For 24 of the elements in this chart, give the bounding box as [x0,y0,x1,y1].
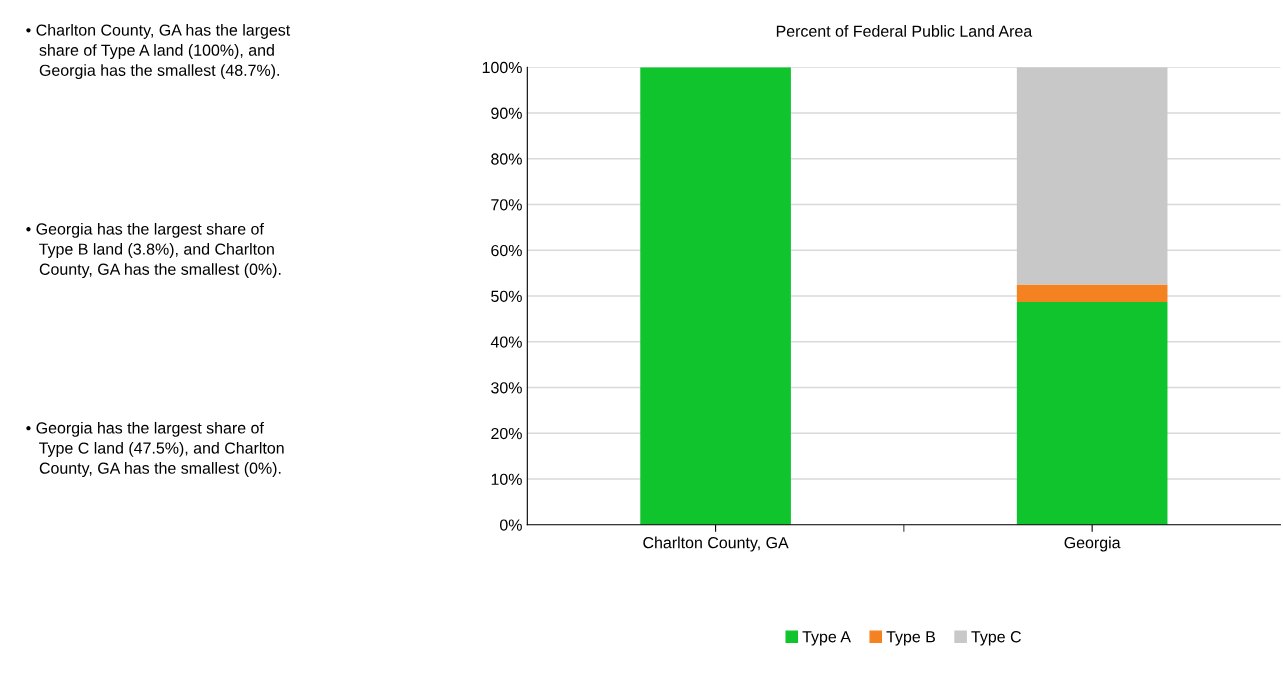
y-tick-label: 80% [491,153,522,165]
y-tick-label: 20% [491,427,522,440]
y-tick-label: 100% [482,61,522,74]
y-tick-label: 40% [490,336,522,348]
y-tick-label: 0% [499,519,522,531]
bar [1016,67,1168,285]
x-tick-label: Charlton County, GA [643,536,789,552]
text: • Georgia has the largest share of Type B land (3.8%), and Charlton County, GA has the smallest (0%). [26,222,281,279]
y-tick-label: 30% [491,382,522,394]
bar [1016,284,1168,302]
y-tick-label: 70% [491,199,522,211]
chart-title: Percent of Federal Public Land Area [776,25,1033,37]
bar [640,67,791,525]
bar [1016,301,1168,525]
y-tick-label: 50% [491,290,522,302]
y-tick-label: 10% [491,473,522,485]
y-tick-label: 90% [491,107,522,119]
legend-label: Type A [802,631,851,646]
y-tick-label: 60% [491,244,522,257]
x-tick-label: Georgia [1064,536,1121,552]
legend-label: Type B [886,631,935,646]
legend-label: Type C [971,631,1021,646]
text: • Georgia has the largest share of Type C land (47.5%), and Charlton County, GA has the smallest (0%). [26,421,284,477]
text: • Charlton County, GA has the largest share of Type A land (100%), and Georgia has the smallest (48.7%). [26,24,291,80]
